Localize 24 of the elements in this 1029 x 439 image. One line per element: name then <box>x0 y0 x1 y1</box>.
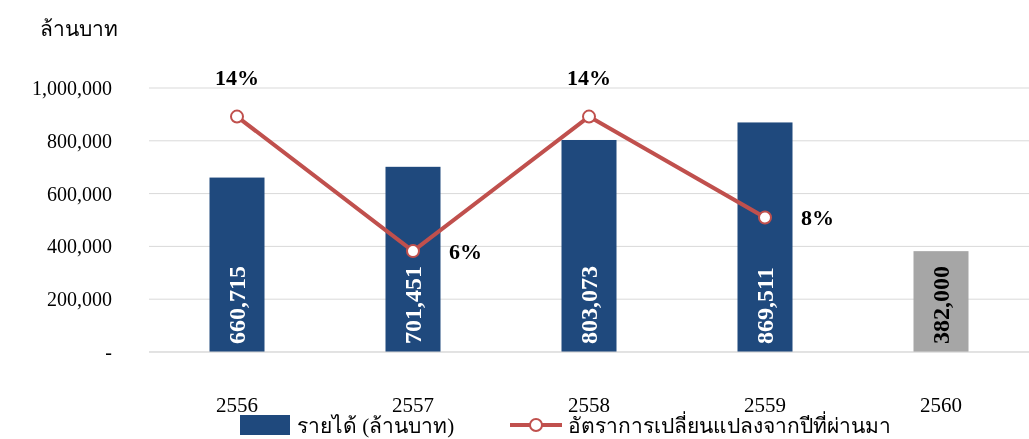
y-tick-label: 800,000 <box>47 129 112 152</box>
y-tick-label: 200,000 <box>47 288 112 311</box>
y-tick-label: - <box>105 341 112 363</box>
data-label: 14% <box>567 64 611 90</box>
data-label: 803,073 <box>576 266 602 344</box>
y-tick-label: 400,000 <box>47 235 112 258</box>
bar <box>737 122 793 352</box>
data-label: 382,000 <box>928 266 954 344</box>
y-tick-label: 600,000 <box>47 182 112 205</box>
data-label: 14% <box>215 64 259 90</box>
data-label: 701,451 <box>400 266 426 344</box>
data-label: 660,715 <box>224 266 250 344</box>
y-tick-label: 1,000,000 <box>32 77 112 99</box>
data-label: 8% <box>801 205 834 231</box>
bar <box>561 139 617 352</box>
bar <box>209 177 265 352</box>
x-tick-label: 2557 <box>392 393 434 417</box>
y-axis-title: ล้านบาท <box>40 17 118 41</box>
x-tick-label: 2560 <box>920 393 962 417</box>
data-label: 6% <box>449 239 482 265</box>
bar <box>385 166 441 352</box>
x-tick-label: 2556 <box>216 393 258 417</box>
data-label: 869,511 <box>752 267 778 344</box>
legend-label: รายได้ (ล้านบาท) <box>297 414 455 438</box>
